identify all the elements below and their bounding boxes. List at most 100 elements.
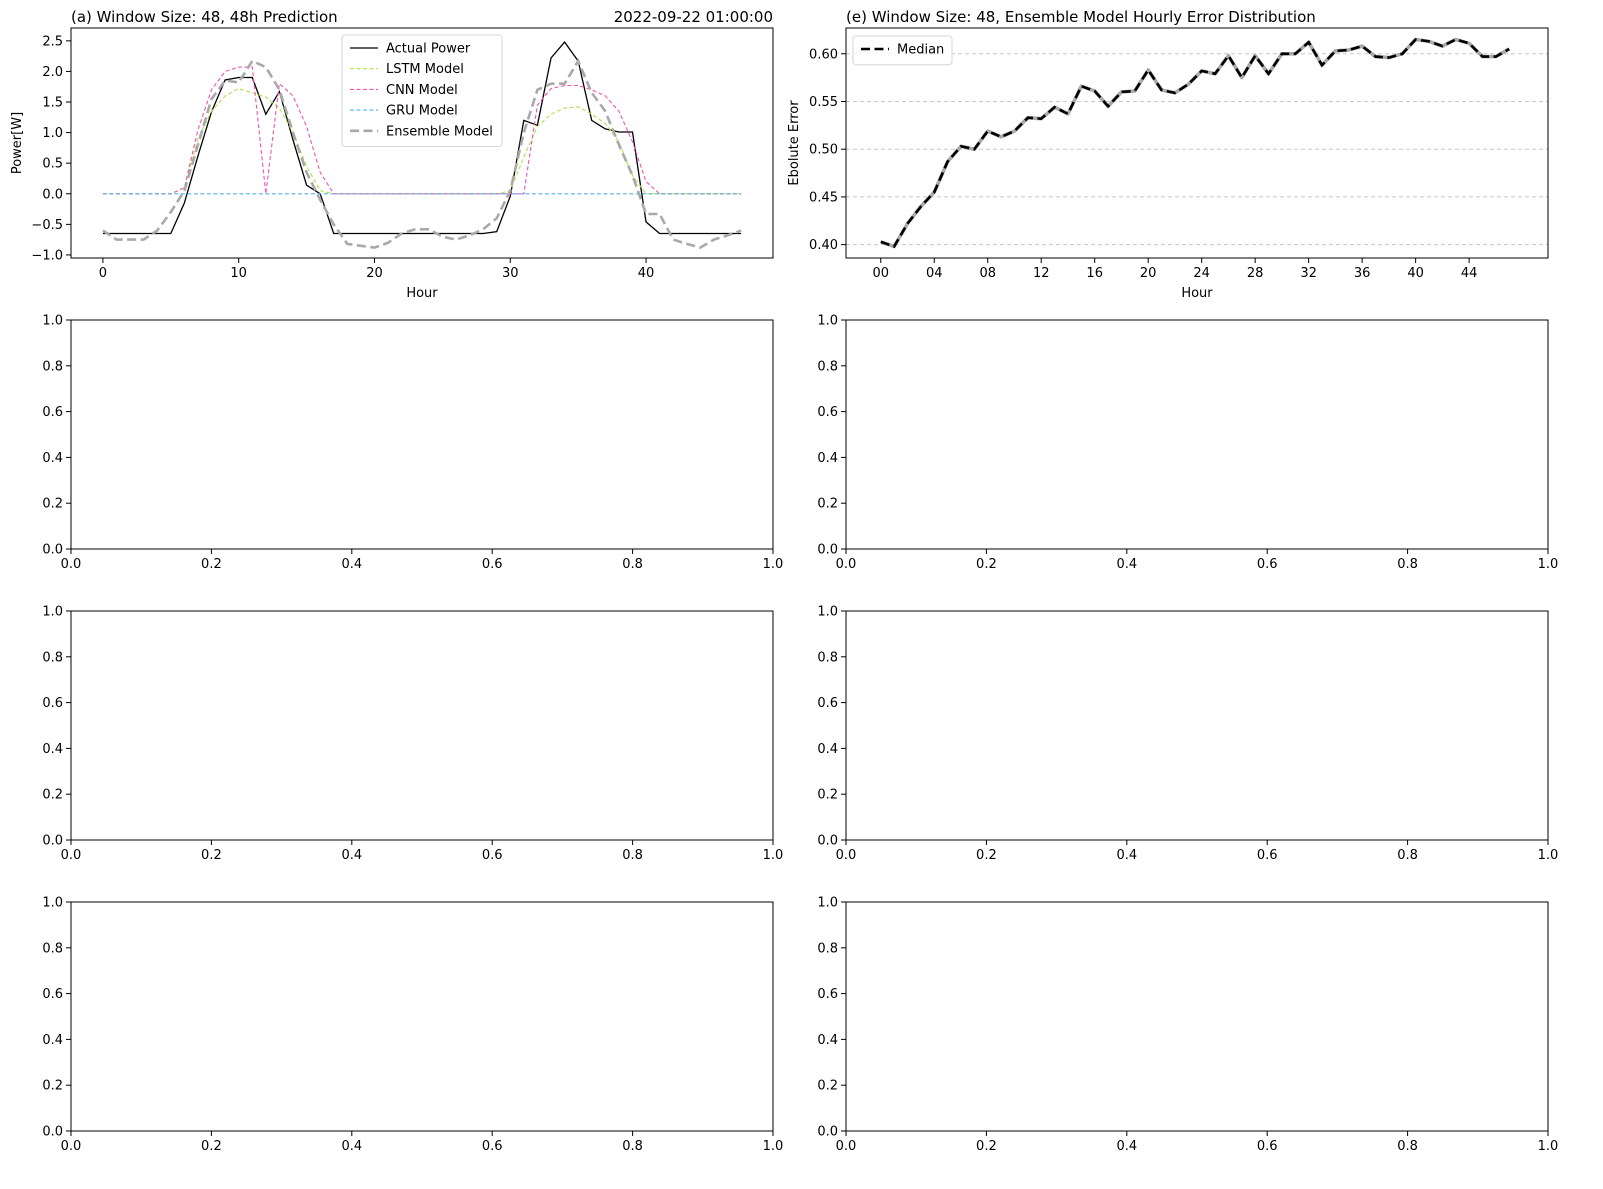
subplot-title: (e) Window Size: 48, Ensemble Model Hour… bbox=[846, 8, 1316, 26]
x-tick-label: 28 bbox=[1247, 266, 1264, 281]
axes-frame bbox=[70, 27, 774, 259]
y-tick-label: 1.0 bbox=[817, 314, 838, 329]
x-tick-label: 0.4 bbox=[341, 557, 362, 572]
y-tick-label: 0.5 bbox=[42, 157, 63, 172]
legend-label: CNN Model bbox=[386, 83, 458, 98]
axes-frame bbox=[70, 610, 774, 841]
axes-frame bbox=[845, 27, 1549, 259]
axes-frame bbox=[845, 319, 1549, 550]
y-tick-label: 0.6 bbox=[817, 696, 838, 711]
x-tick-label: 20 bbox=[366, 266, 383, 281]
y-tick-label: 1.0 bbox=[817, 605, 838, 620]
x-tick-label: 1.0 bbox=[763, 848, 784, 863]
legend-box bbox=[341, 34, 503, 147]
x-tick-label: 0.0 bbox=[61, 557, 82, 572]
y-tick-label: 0.8 bbox=[42, 650, 63, 665]
y-tick-label: 1.5 bbox=[42, 96, 63, 111]
legend-label: Median bbox=[897, 43, 944, 58]
axes-frame bbox=[70, 901, 774, 1132]
subplot-6: 0.0 0.2 0.4 0.6 0.8 1.0 0.0 0.2 0.4 0.6 0.8 1.0 bbox=[42, 896, 783, 1155]
y-tick-label: 1.0 bbox=[42, 126, 63, 141]
subplot-1: 00 04 08 12 16 20 24 28 32 36 40 44 0.40 0.45 0.50 0.55… bbox=[787, 8, 1549, 301]
axes-frame bbox=[845, 901, 1549, 1132]
y-tick-label: 0.0 bbox=[42, 1125, 63, 1140]
x-tick-label: 0.2 bbox=[976, 557, 997, 572]
y-tick-label: 1.0 bbox=[42, 605, 63, 620]
x-tick-label: 0.8 bbox=[1397, 1139, 1418, 1154]
y-tick-label: 0.50 bbox=[809, 143, 838, 158]
legend-label: Actual Power bbox=[386, 42, 471, 57]
subplot-0: 0 10 20 30 40 −1.0 −0.5 0.0 0.5 1.0 1.5 2.0 2.5 (a) W… bbox=[10, 8, 774, 301]
x-tick-label: 0.6 bbox=[1257, 1139, 1278, 1154]
x-tick-label: 0.6 bbox=[482, 1139, 503, 1154]
y-tick-label: 0.6 bbox=[817, 987, 838, 1002]
x-tick-label: 0 bbox=[99, 266, 107, 281]
y-tick-label: 0.2 bbox=[42, 497, 63, 512]
axes-frame bbox=[845, 610, 1549, 841]
y-tick-label: −0.5 bbox=[31, 218, 63, 233]
series-line-shadow bbox=[880, 37, 1511, 249]
legend-label: Ensemble Model bbox=[386, 124, 493, 139]
x-tick-label: 0.6 bbox=[1257, 848, 1278, 863]
x-tick-label: 0.8 bbox=[622, 848, 643, 863]
series-line-median bbox=[880, 38, 1510, 249]
x-tick-label: 0.6 bbox=[1257, 557, 1278, 572]
x-tick-label: 1.0 bbox=[1538, 557, 1559, 572]
legend-box bbox=[852, 35, 953, 66]
x-tick-label: 0.8 bbox=[622, 557, 643, 572]
x-tick-label: 1.0 bbox=[1538, 1139, 1559, 1154]
legend-label: GRU Model bbox=[386, 104, 458, 119]
x-tick-label: 0.8 bbox=[1397, 557, 1418, 572]
x-tick-label: 10 bbox=[230, 266, 247, 281]
x-tick-label: 12 bbox=[1033, 266, 1050, 281]
x-tick-label: 0.6 bbox=[482, 848, 503, 863]
y-tick-label: 2.5 bbox=[42, 34, 63, 49]
y-tick-label: 0.0 bbox=[42, 834, 63, 849]
x-tick-label: 04 bbox=[926, 266, 943, 281]
series-line-lstm-model bbox=[102, 88, 742, 195]
x-tick-label: 0.0 bbox=[61, 1139, 82, 1154]
y-tick-label: 0.6 bbox=[42, 696, 63, 711]
y-tick-label: 0.2 bbox=[42, 788, 63, 803]
x-tick-label: 40 bbox=[1407, 266, 1424, 281]
x-tick-label: 0.4 bbox=[1116, 557, 1137, 572]
x-tick-label: 0.0 bbox=[836, 557, 857, 572]
x-axis-label: Hour bbox=[1181, 286, 1213, 301]
y-tick-label: 1.0 bbox=[817, 896, 838, 911]
series-line-ensemble-model bbox=[102, 58, 742, 249]
series-line-cnn-model bbox=[102, 66, 742, 195]
x-tick-label: 0.0 bbox=[836, 1139, 857, 1154]
x-tick-label: 32 bbox=[1300, 266, 1317, 281]
y-tick-label: 0.8 bbox=[42, 941, 63, 956]
y-tick-label: 0.4 bbox=[42, 742, 63, 757]
x-tick-label: 16 bbox=[1086, 266, 1103, 281]
x-tick-label: 1.0 bbox=[763, 557, 784, 572]
y-tick-label: 0.2 bbox=[817, 788, 838, 803]
y-tick-label: 0.4 bbox=[42, 451, 63, 466]
subplot-timestamp: 2022-09-22 01:00:00 bbox=[614, 8, 773, 26]
x-tick-label: 0.8 bbox=[622, 1139, 643, 1154]
x-tick-label: 30 bbox=[502, 266, 519, 281]
x-tick-label: 0.2 bbox=[201, 557, 222, 572]
y-tick-label: 0.6 bbox=[817, 405, 838, 420]
y-tick-label: 0.2 bbox=[42, 1079, 63, 1094]
y-tick-label: 0.40 bbox=[809, 238, 838, 253]
subplot-5: 0.0 0.2 0.4 0.6 0.8 1.0 0.0 0.2 0.4 0.6 0.8 1.0 bbox=[817, 605, 1558, 864]
x-tick-label: 1.0 bbox=[763, 1139, 784, 1154]
x-tick-label: 0.2 bbox=[976, 1139, 997, 1154]
y-tick-label: 0.4 bbox=[817, 742, 838, 757]
y-tick-label: 0.0 bbox=[42, 187, 63, 202]
y-tick-label: 0.45 bbox=[809, 190, 838, 205]
y-tick-label: 0.8 bbox=[817, 941, 838, 956]
y-tick-label: 0.2 bbox=[817, 1079, 838, 1094]
y-axis-label: Ebolute Error bbox=[787, 100, 802, 186]
legend: Actual Power LSTM Model CNN Model GRU Model… bbox=[341, 34, 503, 147]
x-tick-label: 0.4 bbox=[1116, 848, 1137, 863]
y-tick-label: 0.2 bbox=[817, 497, 838, 512]
y-tick-label: 0.60 bbox=[809, 47, 838, 62]
subplot-2: 0.0 0.2 0.4 0.6 0.8 1.0 0.0 0.2 0.4 0.6 0.8 1.0 bbox=[42, 314, 783, 573]
y-tick-label: −1.0 bbox=[31, 248, 63, 263]
x-tick-label: 0.2 bbox=[201, 848, 222, 863]
x-tick-label: 08 bbox=[979, 266, 996, 281]
